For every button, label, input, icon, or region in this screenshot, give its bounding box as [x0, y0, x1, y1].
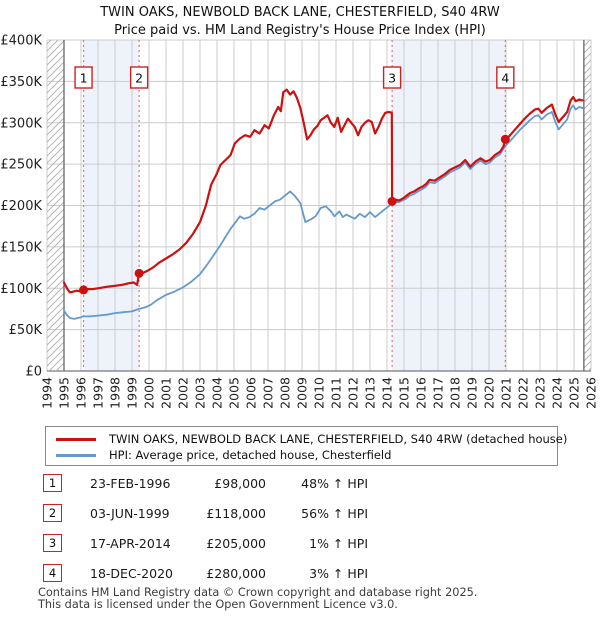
svg-text:2013: 2013 — [363, 377, 378, 409]
svg-text:2025: 2025 — [567, 377, 582, 409]
svg-text:2019: 2019 — [465, 377, 480, 409]
svg-text:2017: 2017 — [431, 377, 446, 409]
svg-text:2002: 2002 — [176, 377, 191, 409]
svg-text:1998: 1998 — [108, 377, 123, 409]
svg-text:2020: 2020 — [482, 377, 497, 409]
svg-text:2015: 2015 — [397, 377, 412, 409]
svg-text:2003: 2003 — [193, 377, 208, 409]
svg-text:4: 4 — [501, 71, 509, 86]
svg-text:2001: 2001 — [159, 377, 174, 409]
transaction-date: 03-JUN-1999 — [90, 506, 170, 521]
svg-text:2026: 2026 — [584, 377, 599, 409]
svg-text:2021: 2021 — [499, 377, 514, 409]
svg-text:2022: 2022 — [516, 377, 531, 409]
transaction-price: £280,000 — [206, 566, 266, 581]
svg-text:2: 2 — [135, 71, 143, 86]
svg-text:£50K: £50K — [9, 323, 43, 338]
svg-text:2010: 2010 — [312, 377, 327, 409]
legend-item-property: TWIN OAKS, NEWBOLD BACK LANE, CHESTERFIE… — [46, 431, 567, 447]
transaction-price: £98,000 — [214, 476, 266, 491]
svg-text:2006: 2006 — [244, 377, 259, 409]
transaction-number-badge: 3 — [43, 534, 62, 552]
svg-text:£300K: £300K — [0, 116, 42, 131]
transaction-price: £205,000 — [206, 536, 266, 551]
footer-licence: This data is licensed under the Open Gov… — [38, 598, 398, 611]
svg-text:1996: 1996 — [74, 377, 89, 409]
svg-text:1995: 1995 — [57, 377, 72, 409]
svg-text:£0: £0 — [25, 365, 42, 380]
svg-text:£350K: £350K — [0, 75, 42, 90]
svg-text:1994: 1994 — [40, 377, 55, 409]
svg-text:1: 1 — [80, 71, 88, 86]
svg-text:2024: 2024 — [550, 377, 565, 409]
svg-text:2004: 2004 — [210, 377, 225, 409]
transaction-hpi-delta: 1% ↑ HPI — [309, 536, 368, 551]
svg-text:2023: 2023 — [533, 377, 548, 409]
svg-text:2000: 2000 — [142, 377, 157, 409]
svg-text:1997: 1997 — [91, 377, 106, 409]
transaction-price: £118,000 — [206, 506, 266, 521]
legend-hpi-label: HPI: Average price, detached house, Ches… — [109, 448, 392, 462]
legend-property-label: TWIN OAKS, NEWBOLD BACK LANE, CHESTERFIE… — [109, 432, 568, 446]
svg-text:2018: 2018 — [448, 377, 463, 409]
transaction-row: 3 17-APR-2014 £205,000 1% ↑ HPI — [0, 534, 600, 554]
transaction-date: 23-FEB-1996 — [90, 476, 171, 491]
transaction-row: 1 23-FEB-1996 £98,000 48% ↑ HPI — [0, 474, 600, 494]
chart-legend: TWIN OAKS, NEWBOLD BACK LANE, CHESTERFIE… — [45, 426, 567, 466]
svg-text:£200K: £200K — [0, 199, 42, 214]
svg-text:2016: 2016 — [414, 377, 429, 409]
legend-item-hpi: HPI: Average price, detached house, Ches… — [46, 447, 557, 463]
svg-text:£250K: £250K — [0, 158, 42, 173]
svg-text:2007: 2007 — [261, 377, 276, 409]
transaction-hpi-delta: 56% ↑ HPI — [301, 506, 368, 521]
price-history-chart: 1 2 3 4 £0 £50K £100K £150K £200K £250K £300K £350K… — [0, 34, 599, 409]
transaction-number-badge: 4 — [43, 564, 62, 582]
svg-text:2014: 2014 — [380, 377, 395, 409]
footer-copyright: Contains HM Land Registry data © Crown c… — [38, 586, 478, 599]
transaction-hpi-delta: 3% ↑ HPI — [309, 566, 368, 581]
transaction-date: 18-DEC-2020 — [90, 566, 173, 581]
svg-text:1999: 1999 — [125, 377, 140, 409]
transaction-row: 4 18-DEC-2020 £280,000 3% ↑ HPI — [0, 564, 600, 584]
transaction-number-badge: 1 — [43, 474, 62, 492]
transaction-row: 2 03-JUN-1999 £118,000 56% ↑ HPI — [0, 504, 600, 524]
svg-text:2009: 2009 — [295, 377, 310, 409]
svg-text:2005: 2005 — [227, 377, 242, 409]
chart-title: TWIN OAKS, NEWBOLD BACK LANE, CHESTERFIE… — [100, 5, 500, 20]
transaction-number-badge: 2 — [43, 504, 62, 522]
svg-text:3: 3 — [388, 71, 396, 86]
transaction-hpi-delta: 48% ↑ HPI — [301, 476, 368, 491]
svg-text:£100K: £100K — [0, 282, 42, 297]
svg-text:2008: 2008 — [278, 377, 293, 409]
svg-text:2011: 2011 — [329, 377, 344, 409]
svg-text:£150K: £150K — [0, 240, 42, 255]
transaction-date: 17-APR-2014 — [90, 536, 171, 551]
property-line-swatch — [56, 437, 96, 441]
hpi-line-swatch — [56, 453, 96, 457]
svg-text:2012: 2012 — [346, 377, 361, 409]
svg-text:£400K: £400K — [0, 34, 42, 49]
chart-subtitle: Price paid vs. HM Land Registry's House … — [114, 23, 486, 38]
